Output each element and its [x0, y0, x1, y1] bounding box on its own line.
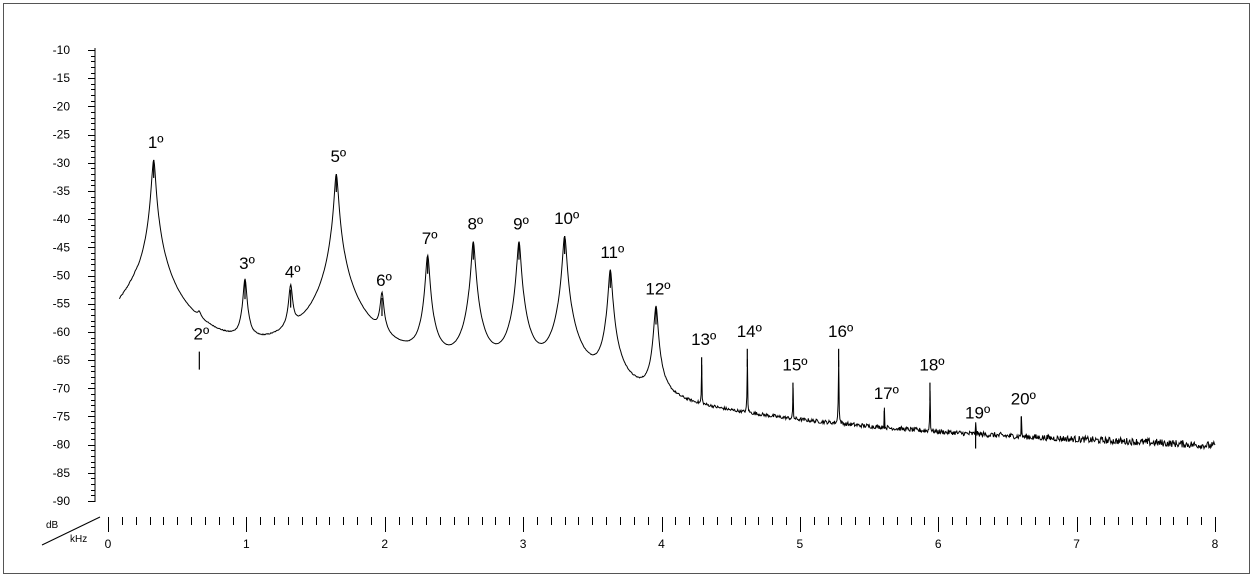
x-tick-label: 5 [797, 537, 804, 551]
y-tick-label: -15 [53, 71, 71, 85]
peak-label: 8º [467, 215, 483, 234]
peak-label: 1º [148, 133, 164, 152]
y-tick-label: -10 [53, 43, 71, 57]
peak-label: 9º [513, 215, 529, 234]
peak-label: 17º [874, 384, 899, 403]
x-tick-label: 7 [1073, 537, 1080, 551]
x-axis-unit-label: kHz [70, 534, 87, 545]
y-tick-label: -40 [53, 212, 71, 226]
spectrum-chart: -10 -15 -20 -25 -30 -35 -40 -45 -50 -55 -60 -65 -70 -… [41, 43, 1219, 551]
y-tick-label: -75 [53, 409, 71, 423]
x-tick-label: 3 [520, 537, 527, 551]
peak-label: 5º [330, 147, 346, 166]
x-tick-label: 0 [105, 537, 112, 551]
y-tick-label: -50 [53, 269, 71, 283]
x-tick-label: 6 [935, 537, 942, 551]
y-tick-label: -55 [53, 297, 71, 311]
x-tick-labels: 0 1 2 3 4 5 6 7 8 [105, 537, 1219, 551]
axes [88, 48, 1216, 532]
peak-label: 4º [285, 263, 301, 282]
peak-label: 20º [1011, 389, 1036, 408]
y-tick-label: -20 [53, 99, 71, 113]
peak-label: 7º [422, 229, 438, 248]
peak-label: 12º [645, 280, 670, 299]
peak-label: 14º [737, 322, 762, 341]
y-tick-label: -30 [53, 156, 71, 170]
x-tick-label: 1 [243, 537, 250, 551]
y-tick-label: -70 [53, 381, 71, 395]
peak-label: 6º [376, 271, 392, 290]
spectrum-line [118, 159, 1216, 451]
peak-label: 3º [239, 254, 255, 273]
y-tick-label: -65 [53, 353, 71, 367]
peak-label: 16º [828, 322, 853, 341]
x-tick-label: 8 [1212, 537, 1219, 551]
y-tick-label: -60 [53, 325, 71, 339]
y-axis-unit-label: dB [46, 520, 59, 531]
peak-label: 2º [193, 325, 209, 344]
y-tick-label: -85 [53, 466, 71, 480]
axis-unit-divider [41, 516, 101, 546]
peak-label: 18º [919, 356, 944, 375]
y-tick-label: -25 [53, 128, 71, 142]
peak-label: 19º [965, 404, 990, 423]
peak-label: 15º [782, 356, 807, 375]
peak-label: 10º [554, 209, 579, 228]
x-tick-label: 2 [381, 537, 388, 551]
x-tick-label: 4 [658, 537, 665, 551]
y-tick-label: -45 [53, 240, 71, 254]
peak-label: 13º [691, 330, 716, 349]
chart-frame: -10 -15 -20 -25 -30 -35 -40 -45 -50 -55 -60 -65 -70 -… [3, 3, 1250, 574]
y-tick-label: -90 [53, 494, 71, 508]
y-tick-labels: -10 -15 -20 -25 -30 -35 -40 -45 -50 -55 -60 -65 -70 -… [53, 43, 71, 508]
peak-label: 11º [600, 243, 624, 262]
y-tick-label: -80 [53, 438, 71, 452]
y-tick-label: -35 [53, 184, 71, 198]
peak-labels: 1º 2º 3º 4º 5º 6º 7º 8º 9º 10º 11º 12º 13º 14º 15º 16º 1… [148, 133, 1036, 449]
